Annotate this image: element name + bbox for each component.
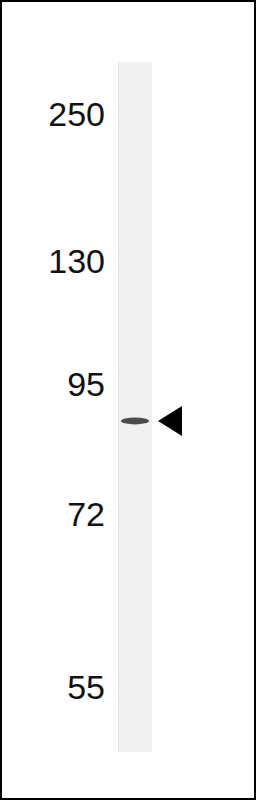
lane <box>118 62 152 752</box>
bands <box>121 417 149 424</box>
frame <box>1 1 255 799</box>
tick-label: 250 <box>48 95 105 133</box>
tick-label: 95 <box>67 365 105 403</box>
y-axis: 55 72 95 130 250 <box>48 63 118 753</box>
axis-line <box>118 63 119 753</box>
band <box>121 417 149 424</box>
tick: 95 <box>67 365 118 403</box>
tick-label: 72 <box>67 495 105 533</box>
figure: 55 72 95 130 250 <box>0 0 256 800</box>
tick: 55 <box>67 668 118 706</box>
arrow <box>158 406 182 436</box>
tick: 130 <box>48 242 118 280</box>
tick-label: 130 <box>48 242 105 280</box>
tick: 250 <box>48 95 118 133</box>
tick-label: 55 <box>67 668 105 706</box>
tick: 72 <box>67 495 118 533</box>
